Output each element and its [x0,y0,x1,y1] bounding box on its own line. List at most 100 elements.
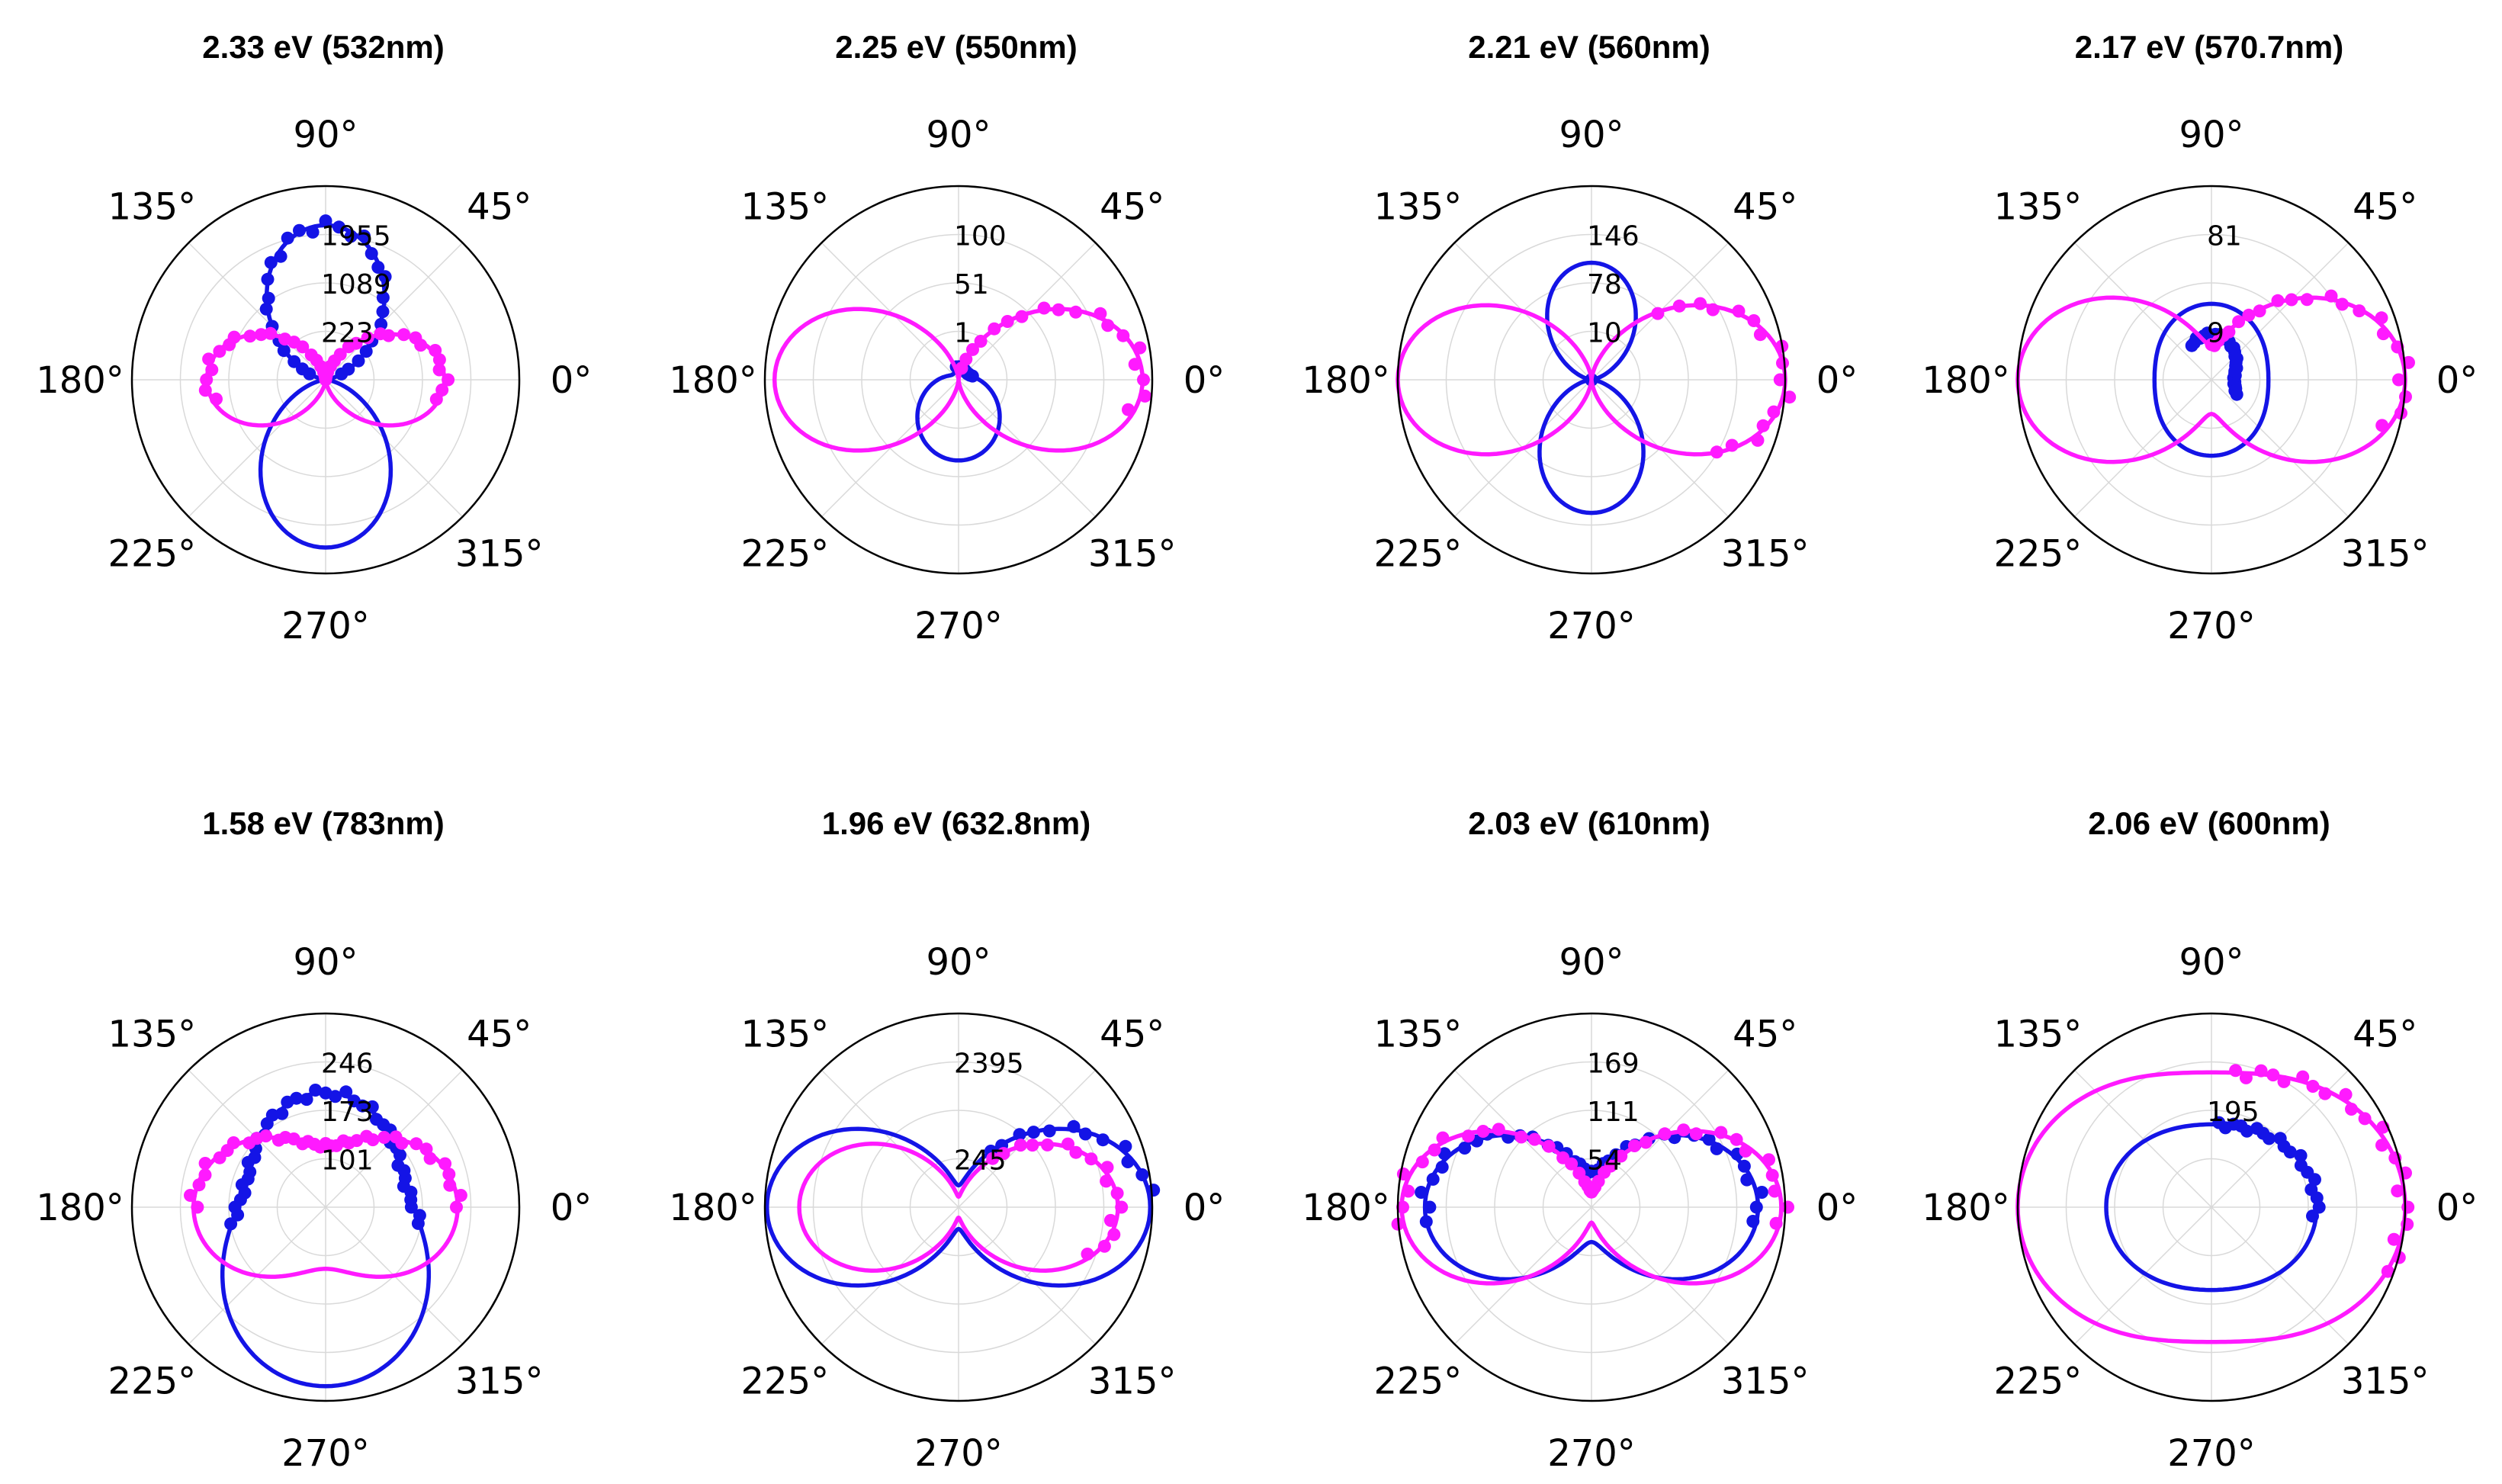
series-2-data-point [435,383,449,397]
radial-gridline [2065,233,2358,526]
series-2-data-point [342,340,355,354]
series-1-data-point [344,230,358,243]
angle-tick-label: 315° [1088,533,1177,576]
series-2-data-point [1756,419,1770,432]
radial-tick-label: 195 [2207,1097,2260,1128]
series-1-data-point [309,1084,323,1097]
series-2-data-point [200,373,214,387]
polar-panel-5: 1.58 eV (783nm) 0° 45° 90° 135° 180° 225° 270° 3… [36,805,592,1475]
series-2-data-point [429,393,443,406]
series-1-data-point [1415,1186,1428,1199]
radial-gridline [1445,233,1738,526]
radial-gridline [2114,282,2309,477]
angle-tick-label: 90° [926,114,991,156]
polar-frame [763,1012,1154,1402]
series-2-data-point [1514,1130,1528,1144]
series-2-data-point [1751,433,1765,447]
radial-tick-label: 146 [1587,221,1640,252]
series-1-data-point [413,1209,426,1222]
series-2-data-point [1783,390,1797,404]
panel-title: 1.96 eV (632.8nm) [822,805,1091,841]
angle-tick-label: 90° [1559,114,1624,156]
series-2-data-point [2336,297,2349,311]
series-1-data-point [2185,339,2198,352]
series-2-data-point [1689,1127,1703,1141]
series-2-data-point [2391,1184,2404,1198]
angle-tick-label: 270° [2167,605,2256,647]
series-2-data-point [1768,1184,1781,1198]
series-2-data-point [1753,328,1767,342]
series-2-data-point [1133,341,1147,355]
series-1-data-point [262,291,275,305]
series-2-data-point [2285,293,2298,307]
angle-tick-label: 180° [669,359,757,402]
series-1-data-point [1437,1147,1451,1161]
radial-tick-label: 10 [1587,318,1622,349]
series-2-data-point [966,342,979,356]
radial-tick-label: 169 [1587,1049,1640,1080]
angle-tick-label: 315° [1721,533,1810,576]
series-2-data-point [1776,356,1789,370]
series-2-data-point [1556,1151,1570,1164]
series-2-data-point [419,1142,433,1156]
series-1-data-point [1749,1200,1763,1214]
series-1-data-point [1458,1142,1472,1155]
angle-tick-label: 0° [551,359,593,402]
series-2-data-point [1013,1139,1027,1152]
panel-title: 1.58 eV (783nm) [202,805,445,841]
series-2-data-point [1762,1153,1775,1167]
series-2-data-point [409,331,422,345]
angle-tick-label: 180° [669,1187,757,1229]
series-1-data-point [274,249,287,263]
series-1-data-point [259,302,273,316]
series-2-data-point [1084,1152,1098,1166]
series-2-data-point [2392,373,2405,387]
series-1-data-point [2294,1148,2308,1162]
series-1-data-point [1423,1200,1437,1214]
series-2-data-point [1402,1184,1415,1198]
series-1-data-point [2304,1183,2318,1197]
radial-tick-label: 111 [1587,1097,1640,1128]
series-2-data-point [1627,1139,1641,1152]
series-2-data-point [1015,310,1029,323]
series-2-data-point [454,1189,467,1202]
series-1-data-point [378,270,392,284]
series-2-data-point [1396,1200,1409,1214]
series-2-data-point [1116,329,1130,342]
series-1-data-point [339,1085,353,1099]
series-2-data-point [442,1168,456,1181]
angle-tick-label: 90° [1559,941,1624,984]
angle-tick-label: 270° [2167,1432,2256,1475]
polar-panel-8: 2.06 eV (600nm) 0° 45° 90° 135° 180° 225° 270° 3… [1922,805,2478,1475]
series-2-data-point [2353,304,2366,318]
angle-tick-label: 45° [467,185,532,228]
series-2-data-point [1128,358,1142,371]
radial-gridline [1542,1158,1641,1257]
polar-frame [2016,185,2407,575]
angle-tick-label: 225° [740,1360,829,1403]
series-2-data-point [1069,1145,1083,1159]
angle-tick-label: 180° [1922,359,2010,402]
series-2-data-point [1100,1174,1113,1188]
series-1-data-point [370,1113,383,1126]
radial-gridline [276,330,375,429]
series-2-data-point [213,1151,226,1164]
series-2-data-point [1000,315,1014,328]
series-2-data-point [184,1189,197,1202]
series-2-data-point [1138,389,1151,403]
radial-tick-label: 100 [954,221,1007,252]
series-2-fit-curve [797,1142,1120,1273]
series-2-data-point [1732,304,1746,318]
series-2-data-point [1103,1213,1117,1227]
polar-frame [130,185,521,575]
series-2-data-point [1651,307,1665,320]
series-1-data-point [1119,1139,1132,1153]
series-1-data-point [224,1217,238,1231]
angle-tick-label: 45° [1100,1013,1164,1055]
series-2-data-point [1052,303,1065,316]
series-2-data-point [1714,1126,1728,1139]
series-2-data-point [377,1131,391,1144]
series-2-data-point [1710,445,1723,459]
angle-tick-label: 315° [455,1360,544,1403]
angle-tick-label: 0° [2436,359,2478,402]
